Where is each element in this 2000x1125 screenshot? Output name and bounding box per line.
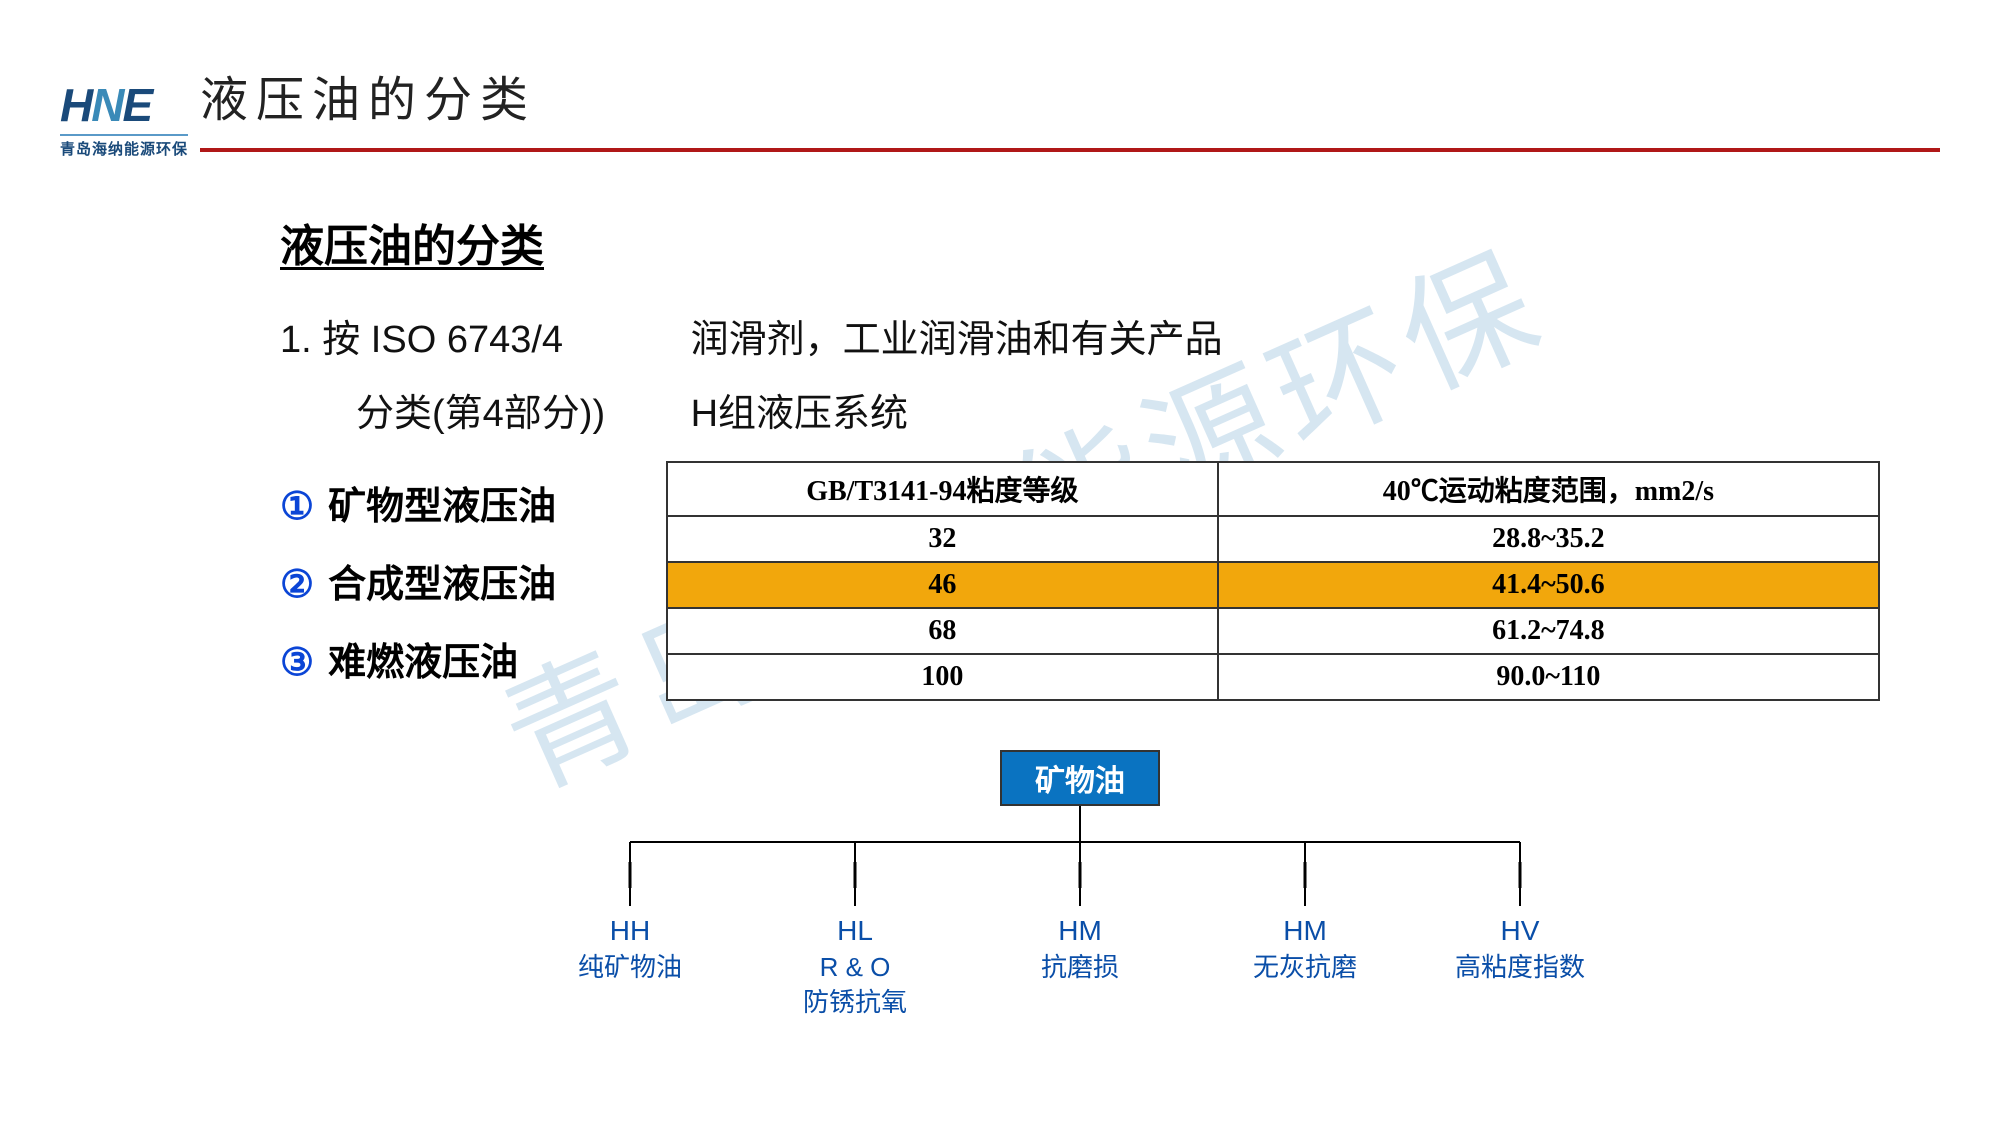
tree-leaf: HM无灰抗磨	[1220, 912, 1390, 985]
section-title: 液压油的分类	[280, 210, 1880, 274]
viscosity-table-wrap: GB/T3141-94粘度等级 40℃运动粘度范围，mm2/s 3228.8~3…	[666, 455, 1880, 701]
circled-2-icon: ②	[280, 547, 314, 625]
intro-2-right: H组液压系统	[691, 393, 908, 435]
type-2-text: 合成型液压油	[328, 564, 556, 606]
table-cell: 28.8~35.2	[1218, 516, 1879, 562]
type-item-2: ② 合成型液压油	[280, 547, 640, 625]
table-header-1: GB/T3141-94粘度等级	[667, 462, 1218, 516]
type-item-1: ① 矿物型液压油	[280, 469, 640, 547]
circled-3-icon: ③	[280, 625, 314, 703]
header-rule	[200, 148, 1940, 152]
tree-leaf-code: HV	[1435, 912, 1605, 950]
intro-1-right: 润滑剂，工业润滑油和有关产品	[691, 319, 1223, 361]
type-3-text: 难燃液压油	[328, 642, 518, 684]
intro-line-2: 分类(第4部分)) H组液压系统	[280, 380, 1880, 448]
tree-leaf: HLR & O防锈抗氧	[770, 912, 940, 1020]
table-row: 4641.4~50.6	[667, 562, 1879, 608]
intro-1-left: 1. 按 ISO 6743/4	[280, 306, 680, 374]
page-title: 液压油的分类	[200, 60, 1940, 142]
type-item-3: ③ 难燃液压油	[280, 625, 640, 703]
tree-leaf: HH纯矿物油	[545, 912, 715, 985]
table-row: 3228.8~35.2	[667, 516, 1879, 562]
table-cell: 46	[667, 562, 1218, 608]
table-cell: 61.2~74.8	[1218, 608, 1879, 654]
type-list: ① 矿物型液压油 ② 合成型液压油 ③ 难燃液压油	[280, 469, 640, 703]
page-header: 液压油的分类	[200, 60, 1940, 152]
logo-letter-h: H	[60, 79, 91, 131]
tree-leaf: HV高粘度指数	[1435, 912, 1605, 985]
table-cell: 68	[667, 608, 1218, 654]
tree-leaf-label: 高粘度指数	[1455, 952, 1585, 982]
intro-line-1: 1. 按 ISO 6743/4 润滑剂，工业润滑油和有关产品	[280, 306, 1880, 374]
table-header-2: 40℃运动粘度范围，mm2/s	[1218, 462, 1879, 516]
content: 液压油的分类 1. 按 ISO 6743/4 润滑剂，工业润滑油和有关产品 分类…	[280, 210, 1880, 702]
table-header-row: GB/T3141-94粘度等级 40℃运动粘度范围，mm2/s	[667, 462, 1879, 516]
logo-letter-e: E	[122, 79, 151, 131]
viscosity-table: GB/T3141-94粘度等级 40℃运动粘度范围，mm2/s 3228.8~3…	[666, 461, 1880, 701]
tree-leaf-label: 抗磨损	[1041, 952, 1119, 982]
mineral-oil-tree: 矿物油 HH纯矿物油HLR & O防锈抗氧HM抗磨损HM无灰抗磨HV高粘度指数	[540, 750, 1600, 1040]
tree-leaf: HM抗磨损	[995, 912, 1165, 985]
logo-letter-n: N	[91, 79, 122, 131]
tree-leaf-code: HM	[1220, 912, 1390, 950]
tree-leaf-label: 纯矿物油	[578, 952, 682, 982]
tree-leaf-code: HL	[770, 912, 940, 950]
table-cell: 90.0~110	[1218, 654, 1879, 700]
logo-subtitle: 青岛海纳能源环保	[60, 134, 188, 159]
tree-leaf-label: 无灰抗磨	[1253, 952, 1357, 982]
table-cell: 100	[667, 654, 1218, 700]
type-1-text: 矿物型液压油	[328, 486, 556, 528]
tree-leaf-label: R & O防锈抗氧	[803, 952, 907, 1017]
table-cell: 41.4~50.6	[1218, 562, 1879, 608]
tree-leaf-code: HH	[545, 912, 715, 950]
intro-2-left: 分类(第4部分))	[280, 380, 680, 448]
table-row: 6861.2~74.8	[667, 608, 1879, 654]
circled-1-icon: ①	[280, 469, 314, 547]
logo: HNE 青岛海纳能源环保	[60, 78, 188, 159]
tree-leaf-code: HM	[995, 912, 1165, 950]
table-cell: 32	[667, 516, 1218, 562]
logo-brand: HNE	[60, 78, 188, 132]
table-row: 10090.0~110	[667, 654, 1879, 700]
